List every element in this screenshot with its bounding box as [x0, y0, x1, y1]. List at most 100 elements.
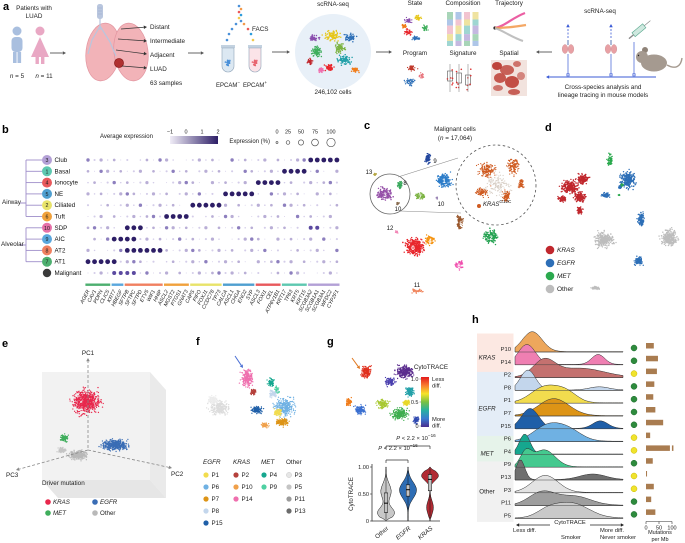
site-luad: LUAD — [150, 66, 167, 73]
ridge-P11 — [514, 490, 624, 506]
expression-pct-tick: 25 — [285, 130, 291, 136]
gene-label: WIF1 — [146, 289, 157, 303]
p-value-top: P < 2.2 × 10−16 — [396, 433, 436, 442]
mutations-bar — [646, 458, 653, 464]
cluster-number-label: 10 — [395, 207, 402, 213]
ridge-P10 — [514, 331, 624, 353]
expression-pct-tick: 0 — [275, 130, 278, 136]
gene-label: PIFO — [192, 289, 203, 303]
group-name-label: EGFR — [478, 406, 496, 413]
malignant-cells-title: Malignant cells — [434, 126, 476, 133]
driver-legend-label: MET — [557, 273, 572, 280]
more-diff-label: More — [432, 417, 445, 423]
celltype-number: 3 — [46, 158, 49, 164]
celltype-circle-SDP — [42, 222, 52, 233]
never-smoker-dot — [630, 421, 638, 429]
alveolar-group-label: Alveolar — [1, 241, 24, 248]
gene-group-strip — [255, 283, 281, 286]
patient-legend-label: P13 — [295, 508, 307, 515]
colorbar-tick: 0 — [415, 424, 418, 430]
panel-f-label: f — [196, 336, 200, 348]
pca-legend-dot — [45, 499, 51, 505]
ridge-row-label: P13 — [501, 475, 511, 481]
h-less-diff-label: Less diff. — [513, 528, 537, 534]
p-value-bottom: P < 2.2 × 10−16 — [378, 443, 418, 452]
group-name-label: MET — [480, 450, 494, 457]
celltype-circle-AT2 — [42, 245, 52, 256]
celltype-circle-AT1 — [42, 256, 52, 267]
smoker-dot — [630, 472, 638, 480]
panel-h-label: h — [472, 314, 479, 326]
never-smoker-dot — [630, 344, 638, 352]
ridge-row-label: P1 — [504, 398, 511, 404]
less-diff-label: diff. — [432, 384, 442, 390]
panel-e-graphics — [42, 372, 166, 516]
mutations-bar — [646, 407, 656, 413]
mutations-bar — [646, 509, 656, 515]
pca-legend-dot — [92, 499, 98, 505]
avg-expression-legend-label: Average expression — [100, 134, 153, 140]
never-smoker-dot — [630, 357, 638, 365]
celltype-label: Tuft — [55, 214, 66, 221]
celltype-number: 8 — [46, 248, 49, 254]
mutations-bar — [646, 471, 648, 477]
gene-label: ENO2 — [237, 289, 249, 304]
pca-legend-dot — [45, 510, 51, 516]
panel-d-graphics — [545, 152, 680, 294]
samples-count: 63 samples — [150, 80, 183, 87]
celltype-circle-Ciliated — [42, 200, 52, 211]
ridge-row-label: P10 — [501, 347, 511, 353]
celltype-label: AT1 — [55, 259, 66, 266]
patients-title-line1: Patients with — [16, 5, 52, 12]
mutations-bar — [646, 394, 654, 400]
cluster-number-label: 0 — [411, 246, 415, 252]
tile-signature-title: Signature — [449, 50, 477, 57]
airway-group-label: Airway — [2, 199, 21, 206]
celltype-label: Malignant — [55, 270, 82, 277]
panel-d-label: d — [545, 122, 552, 134]
colorbar-tick: 0.5 — [411, 400, 419, 406]
gene-group-strip — [308, 283, 340, 286]
celltype-number: 10 — [44, 226, 50, 232]
patient-legend-dot — [203, 472, 209, 478]
violin-ytick: 0.50 — [358, 492, 369, 498]
panel-f-graphics — [203, 368, 297, 526]
mutations-axis-tick: 100 — [667, 526, 676, 532]
ridge-P2 — [514, 357, 624, 378]
celltype-circle-Malignant — [42, 268, 52, 278]
gene-label: HHIP — [152, 289, 163, 303]
more-diff-label: diff. — [432, 424, 442, 430]
driver-legend-dot — [545, 271, 555, 281]
violin-cat-label: Other — [374, 525, 390, 540]
ridge-P8 — [514, 369, 624, 391]
never-smoker-dot — [630, 498, 638, 505]
cluster-number-label: 13 — [366, 170, 373, 176]
cluster-number-label: 6 — [457, 264, 461, 270]
gene-group-strip — [190, 283, 222, 286]
epcam-pos-label: EPCAM+ — [242, 80, 268, 89]
panel-a-graphics — [11, 4, 683, 96]
gene-group-strip — [111, 283, 124, 286]
driver-legend-label: KRAS — [557, 247, 575, 254]
cytotrace-colorbar — [421, 377, 429, 427]
gene-label: TP73 — [211, 289, 222, 303]
avg-expression-tick: 2 — [216, 130, 219, 136]
patient-legend-dot — [203, 496, 209, 502]
tile-state-title: State — [407, 0, 423, 7]
panel-c-graphics — [369, 144, 537, 294]
pca-legend-label: KRAS — [53, 499, 71, 506]
violin-ytick: 1.00 — [358, 465, 369, 471]
mouse-scrna-title: scRNA-seq — [584, 8, 616, 15]
mutations-bar — [646, 432, 651, 439]
mouse-caption-line1: Cross-species analysis and — [564, 84, 642, 91]
patient-legend-dot — [233, 484, 239, 490]
patient-legend-dot — [233, 496, 239, 502]
ridge-row-label: P9 — [504, 462, 511, 468]
patient-legend-dot — [286, 496, 292, 502]
expression-pct-tick: 75 — [312, 130, 318, 136]
colorbar-tick: 1.0 — [411, 377, 419, 383]
gene-group-strip — [124, 283, 163, 286]
never-smoker-dot — [630, 395, 638, 403]
gene-label: TP63 — [283, 289, 294, 303]
